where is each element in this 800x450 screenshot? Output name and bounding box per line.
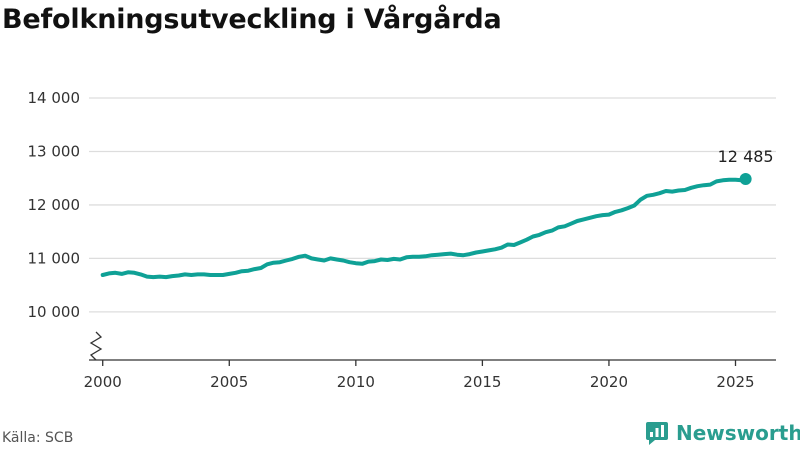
brand-logo: Newsworthy [645,420,800,446]
x-tick-label: 2020 [590,373,628,391]
brand-name: Newsworthy [676,421,800,445]
y-tick-label: 13 000 [28,142,81,160]
x-tick-label: 2005 [210,373,248,391]
end-point [739,173,752,186]
y-tick-label: 10 000 [28,303,81,321]
x-tick-label: 2010 [337,373,375,391]
y-tick-label: 11 000 [28,249,81,267]
y-axis-ticks: 10 000 11 000 12 000 13 000 14 000 [28,89,81,321]
end-value-label: 12 485 [718,147,774,166]
chart-title: Befolkningsutveckling i Vårgårda [2,4,502,35]
source-note: Källa: SCB [2,430,74,446]
y-tick-label: 12 000 [28,196,81,214]
series-layer: 12 485 [100,147,774,280]
x-tick-label: 2025 [716,373,754,391]
x-tick-label: 2015 [463,373,501,391]
x-axis: 2000 2005 2010 2015 2020 2025 [84,331,776,391]
newsworthy-icon [646,422,668,445]
x-tick-label: 2000 [84,373,122,391]
axis-break-icon [89,331,103,361]
series-line [100,177,748,280]
gridlines [89,97,776,313]
y-tick-label: 14 000 [28,89,81,107]
